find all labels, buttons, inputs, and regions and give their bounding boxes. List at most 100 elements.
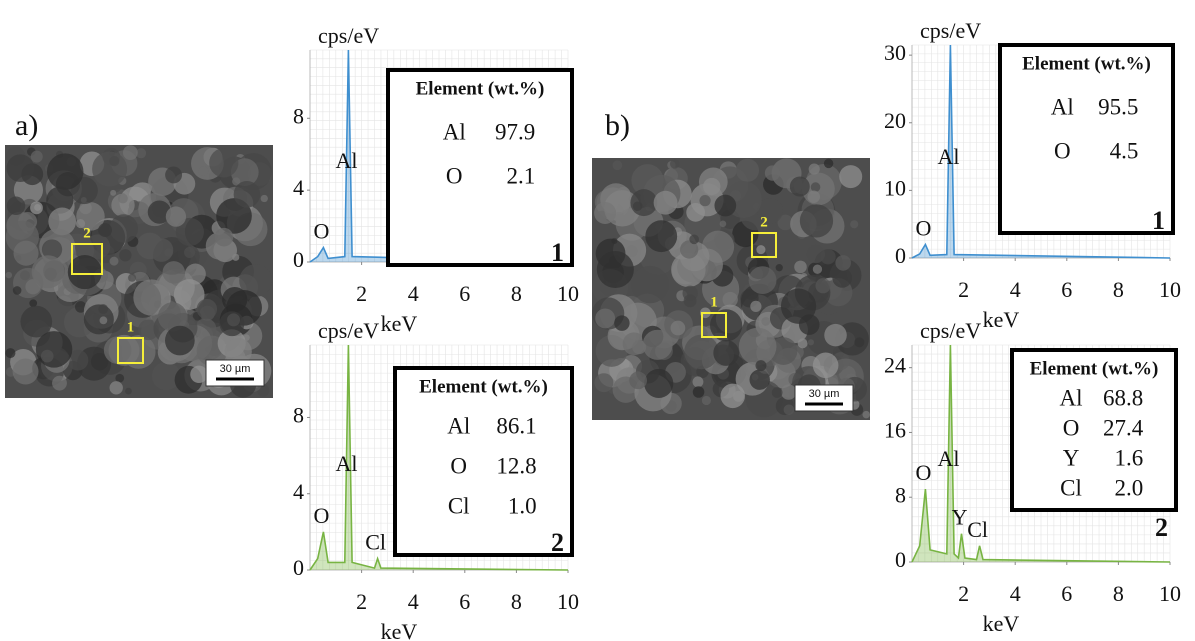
sem-texture [811,182,821,192]
table-title: Element (wt.%) [1030,358,1159,379]
peak-label: Al [937,144,959,169]
sem-texture [47,153,84,190]
sem-texture [781,384,796,399]
x-axis-label: keV [381,311,418,336]
figure: a)2130 µmb)2130 µm048246810keVcps/eVOAlE… [0,0,1195,641]
sem-texture [234,181,261,208]
sem-texture [165,167,182,184]
y-tick-label: 4 [293,175,304,200]
sem-texture [31,151,43,163]
sem-texture [6,272,12,278]
x-tick-label: 2 [356,281,367,306]
peak-label: Al [335,451,357,476]
panel-label: b) [605,109,630,142]
sem-texture [832,268,852,288]
sem-texture [594,373,613,392]
sem-texture [52,376,67,391]
x-axis-label: keV [983,307,1020,332]
table-title: Element (wt.%) [416,78,545,99]
sem-texture [163,261,185,283]
sem-texture [749,266,777,294]
spectrum-marker: 2 [1155,513,1168,542]
sem-texture [261,195,268,202]
region-label: 2 [83,225,91,241]
y-tick-label: 30 [884,40,906,65]
x-tick-label: 6 [459,281,470,306]
x-tick-label: 4 [1010,581,1021,606]
sem-texture [815,278,830,293]
x-tick-label: 6 [1061,277,1072,302]
table-cell: O [1054,138,1071,163]
x-tick-label: 8 [1113,277,1124,302]
sem-texture [835,255,851,271]
sem-texture [222,287,247,312]
x-tick-label: 6 [459,589,470,614]
sem-texture [7,154,35,182]
sem-texture [684,294,697,307]
sem-texture [776,264,783,271]
sem-texture [110,257,119,266]
sem-texture [13,359,39,385]
x-tick-label: 4 [1010,277,1021,302]
peak-label: O [313,219,329,244]
panel-label: a) [15,109,38,142]
y-tick-label: 8 [895,482,906,507]
sem-texture [13,286,22,295]
sem-texture [227,313,240,326]
table-cell: 1.6 [1114,445,1143,470]
sem-texture [5,348,15,358]
x-tick-label: 4 [408,589,419,614]
sem-texture [820,249,835,264]
y-tick-label: 24 [884,353,906,378]
sem-texture [594,202,616,224]
sem-texture [756,245,765,254]
peak-label: Y [952,505,968,530]
spectrum-marker: 1 [1152,206,1165,235]
table-cell: 95.5 [1098,94,1138,119]
peak-label: O [915,216,931,241]
sem-texture [755,360,766,371]
table-cell: 86.1 [496,413,536,438]
sem-texture [781,289,816,324]
peak-label: Al [937,446,959,471]
x-tick-label: 10 [1159,277,1181,302]
sem-texture [790,177,810,197]
table-cell: Al [1051,94,1074,119]
sem-texture [813,353,839,379]
region-label: 1 [127,319,135,335]
sem-texture [110,190,116,196]
table-cell: O [446,163,463,188]
sem-texture [67,157,77,167]
sem-texture [645,220,677,252]
sem-texture [800,204,833,237]
sem-texture [232,254,239,261]
y-tick-label: 20 [884,108,906,133]
sem-texture [98,223,112,237]
scale-bar-label: 30 µm [220,363,251,375]
sem-texture [693,386,705,398]
region-label: 2 [760,214,768,230]
table-title: Element (wt.%) [419,376,548,397]
table-cell: O [450,453,467,478]
x-tick-label: 10 [1159,581,1181,606]
sem-texture [654,191,678,215]
sem-texture [14,241,39,266]
sem-texture [813,265,822,274]
table-cell: O [1063,415,1080,440]
table-cell: 4.5 [1110,138,1139,163]
y-axis-label: cps/eV [318,318,379,343]
table-cell: 2.0 [1114,475,1143,500]
sem-texture [720,221,727,228]
sem-texture [765,165,780,180]
sem-texture [166,206,186,226]
y-axis-label: cps/eV [318,23,379,48]
peak-label: Al [335,148,357,173]
table-cell: Al [447,413,470,438]
peak-label: Cl [967,517,988,542]
x-tick-label: 2 [356,589,367,614]
sem-texture [215,228,234,247]
sem-texture [862,411,870,419]
sem-texture [699,195,710,206]
sem-texture [794,261,807,274]
sem-texture [32,255,65,288]
